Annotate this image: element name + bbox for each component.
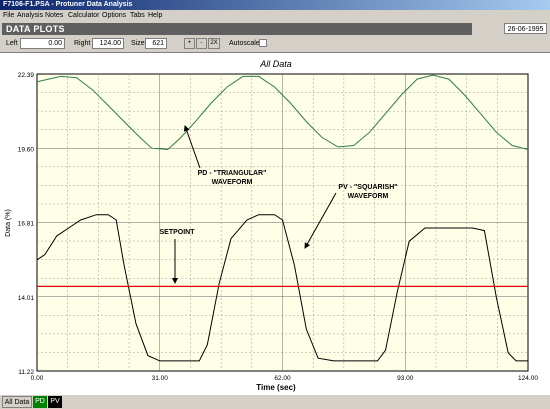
size-input[interactable]: 621 xyxy=(145,38,167,49)
y-tick-label: 16.81 xyxy=(18,221,35,228)
zoom-out-button[interactable]: - xyxy=(196,38,207,49)
chart-title: All Data xyxy=(259,59,292,69)
menu-bar: File Analysis Notes Calculator Options T… xyxy=(0,10,550,22)
x-tick-label: 31.00 xyxy=(152,375,169,382)
tab-pd[interactable]: PD xyxy=(33,396,47,408)
y-tick-label: 22.39 xyxy=(18,72,35,79)
tab-all-data[interactable]: All Data xyxy=(2,396,32,408)
menu-analysis[interactable]: Analysis xyxy=(17,12,44,19)
annotation-pv: PV - "SQUARISH" WAVEFORM xyxy=(338,184,397,200)
annotation-pd: PD - "TRIANGULAR" WAVEFORM xyxy=(198,170,267,186)
annotations: PD - "TRIANGULAR" WAVEFORM PV - "SQUARISH"… xyxy=(159,125,398,284)
window-title: F7106-F1.PSA - Protuner Data Analysis xyxy=(3,1,133,8)
series-lines xyxy=(36,74,529,362)
x-tick-label: 62.00 xyxy=(274,375,291,382)
menu-help[interactable]: Help xyxy=(148,12,163,19)
right-label: Right xyxy=(74,40,91,47)
arrow-pd xyxy=(183,125,201,169)
data-plot-chart: All Data Time (sec) Data (%) 0.00 31.00 62… xyxy=(0,53,550,396)
y-tick-label: 11.22 xyxy=(18,369,34,376)
banner-bar: DATA PLOTS xyxy=(2,23,472,35)
tick-labels: 0.00 31.00 62.00 93.00 124.00 22.39 19.60 16.81… xyxy=(18,72,539,382)
x-tick-label: 93.00 xyxy=(397,375,414,382)
title-bar: F7106-F1.PSA - Protuner Data Analysis xyxy=(0,0,550,10)
date-field: 26-06-1995 xyxy=(504,23,547,34)
series-line-pv xyxy=(36,214,528,362)
annotation-setpoint: SETPOINT xyxy=(159,229,195,236)
menu-calculator[interactable]: Calculator xyxy=(68,12,100,19)
menu-file[interactable]: File xyxy=(3,12,15,19)
y-axis-label: Data (%) xyxy=(5,209,12,237)
left-label: Left xyxy=(6,40,18,47)
x-tick-label: 124.00 xyxy=(518,375,538,382)
zoom-2x-button[interactable]: 2X xyxy=(208,38,220,49)
zoom-in-button[interactable]: + xyxy=(184,38,195,49)
menu-notes[interactable]: Notes xyxy=(45,12,64,19)
arrow-pv xyxy=(304,192,337,249)
x-axis-label: Time (sec) xyxy=(256,383,296,392)
y-tick-label: 19.60 xyxy=(18,146,35,153)
toolbar: Left 0.00 Right 124.00 Size 621 + - 2X A… xyxy=(0,37,550,51)
x-tick-label: 0.00 xyxy=(31,375,44,382)
y-tick-label: 14.01 xyxy=(18,295,35,302)
autoscale-label: Autoscale xyxy=(229,40,260,47)
grid-lines xyxy=(37,74,528,371)
left-input[interactable]: 0.00 xyxy=(20,38,65,49)
tab-pv[interactable]: PV xyxy=(48,396,62,408)
plot-window: All Data Time (sec) Data (%) 0.00 31.00 62… xyxy=(0,52,550,396)
autoscale-checkbox[interactable] xyxy=(259,39,267,47)
menu-tabs[interactable]: Tabs xyxy=(130,12,145,19)
data-plots-banner: DATA PLOTS 26-06-1995 xyxy=(0,22,550,36)
right-input[interactable]: 124.00 xyxy=(92,38,124,49)
size-label: Size xyxy=(131,40,145,47)
tab-bar: All Data PD PV xyxy=(0,395,550,409)
series-line-pd xyxy=(36,74,529,151)
banner-label: DATA PLOTS xyxy=(6,24,65,34)
menu-options[interactable]: Options xyxy=(102,12,127,19)
